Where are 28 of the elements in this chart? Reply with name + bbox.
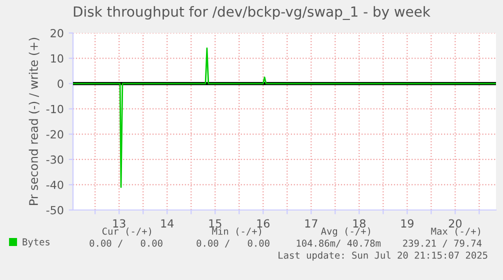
y-tick-label: 20	[50, 28, 64, 38]
text: 0.00 / 0.00	[90, 240, 162, 248]
y-tick-label: -30	[46, 155, 64, 164]
text: Cur (-/+)	[102, 227, 152, 236]
x-tick-label: 13	[113, 219, 126, 228]
x-tick-label: 14	[161, 219, 174, 228]
legend-label: Bytes	[22, 238, 50, 248]
text: Avg (-/+)	[321, 227, 370, 237]
x-tick-label: 17	[305, 219, 318, 228]
y-tick-label: -50	[46, 206, 64, 214]
y-tick-label: -40	[46, 180, 64, 190]
text: Last update: Sun Jul 20 21:15:07 2025	[278, 251, 488, 261]
x-tick-label: 16	[257, 219, 270, 228]
x-tick-label: 18	[353, 219, 366, 228]
text: 104.86m/ 40.78m	[296, 240, 381, 248]
y-tick-label: 0	[58, 80, 64, 88]
x-tick-label: 19	[401, 219, 414, 228]
x-tick-label: 20	[448, 219, 462, 228]
y-tick-label: -10	[46, 104, 64, 114]
y-axis-title: Pr second read (-) / write (+)	[28, 38, 40, 205]
text: 239.21 / 79.74	[403, 240, 482, 248]
x-tick-label: 15	[209, 219, 222, 228]
text: 0.00 / 0.00	[196, 240, 270, 248]
chart-title: Disk throughput for /dev/bckp-vg/swap_1 - by week	[74, 6, 430, 20]
y-tick-label: 10	[51, 54, 64, 63]
text: Min (-/+)	[212, 227, 262, 236]
text: Max (-/+)	[431, 227, 480, 236]
y-tick-label: -20	[46, 130, 64, 139]
